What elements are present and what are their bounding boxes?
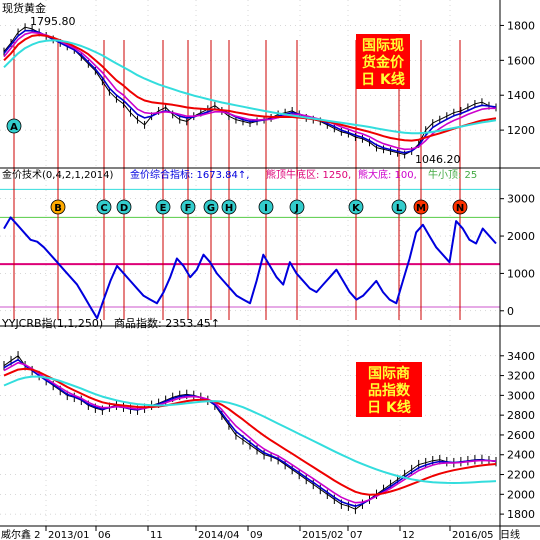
levels-layer (0, 188, 500, 308)
marker-label-i: I (264, 203, 268, 214)
marker-label-c: C (100, 203, 107, 214)
commodity-badge-line: 国际商 (368, 365, 410, 382)
marker-j (289, 199, 305, 215)
marker-a (6, 118, 22, 134)
marker-label-b: B (54, 203, 62, 214)
x-tick-label: 2013/01 (48, 530, 90, 540)
gold-series-0 (3, 26, 497, 155)
commodity-y-tick-label: 2600 (507, 429, 535, 442)
marker-f (180, 199, 196, 215)
gold-title: 现货黄金 (2, 1, 46, 15)
gold-badge-line: 货金价 (361, 54, 405, 71)
tech-legend-item: 熊顶牛底区: 1250, (266, 168, 351, 181)
commodity-y-tick-label: 3000 (507, 389, 535, 402)
marker-h (221, 199, 237, 215)
gold-series-4 (3, 39, 497, 135)
commodity-y-tick-label: 2800 (507, 409, 535, 422)
tech-legend-item: 金价综合指标: 1673.84↑, (130, 168, 249, 181)
commodity-title: YYJCRB指(1,1,250) (1, 316, 103, 330)
x-tick-label: 2015/02 (302, 530, 344, 540)
marker-b (50, 199, 66, 215)
gold-series-1 (3, 29, 497, 154)
gold-y-tick-label: 1600 (507, 54, 535, 67)
marker-label-k: K (352, 203, 361, 214)
grid-layer (0, 0, 500, 526)
tech-title: 金价技术(0,4,2,1,2014) (2, 168, 114, 181)
marker-c (96, 199, 112, 215)
tech-y-tick-label: 0 (507, 305, 514, 318)
commodity-series-1 (3, 358, 497, 508)
x-tick-label: 06 (98, 530, 111, 540)
commodity-series-2 (3, 361, 497, 504)
commodity-y-tick-label: 3200 (507, 370, 535, 383)
tech-series-0 (3, 216, 497, 320)
marker-label-e: E (160, 203, 167, 214)
x-tick-label: 11 (150, 530, 163, 540)
x-tick-label: 2016/05 (452, 530, 494, 540)
commodity-badge (356, 362, 422, 417)
marker-label-d: D (120, 203, 128, 214)
x-tick-label: 07 (350, 530, 363, 540)
marker-label-n: N (456, 203, 464, 214)
marker-label-h: H (225, 203, 233, 214)
commodity-legend: 商品指数: 2353.45↑ (114, 316, 220, 330)
tech-legend-item: 熊大底: 100, (358, 168, 417, 181)
gold-series-2 (3, 31, 496, 151)
gold-low-label: 1046.20 (415, 153, 461, 166)
commodity-series-3 (3, 367, 497, 496)
gold-series-3 (3, 34, 497, 142)
gold-y-tick-label: 1200 (507, 124, 535, 137)
commodity-series-0 (3, 355, 497, 510)
commodity-series-4 (3, 375, 497, 484)
x-tick-label: 日线 (500, 528, 520, 540)
tech-y-tick-label: 2000 (507, 230, 535, 243)
gold-badge (356, 34, 410, 89)
marker-label-g: G (207, 203, 215, 214)
commodity-y-tick-label: 1800 (507, 508, 535, 521)
marker-n (452, 199, 468, 215)
marker-label-l: L (396, 203, 403, 214)
marker-k (348, 199, 364, 215)
gold-badge-line: 国际现 (362, 38, 404, 54)
markers-layer: A B C D E F G H I J K L M N (6, 118, 468, 215)
commodity-y-tick-label: 2000 (507, 488, 535, 501)
commodity-y-tick-label: 2200 (507, 469, 535, 482)
series-layer (3, 23, 497, 514)
marker-label-j: J (294, 203, 299, 214)
marker-label-f: F (185, 203, 192, 214)
marker-d (116, 199, 132, 215)
tech-y-tick-label: 1000 (507, 267, 535, 280)
commodity-y-tick-label: 2400 (507, 449, 535, 462)
marker-m (413, 199, 429, 215)
marker-label-m: M (416, 203, 426, 214)
x-tick-label: 威尔鑫 2 (1, 528, 41, 540)
marker-e (155, 199, 171, 215)
marker-label-a: A (10, 122, 18, 133)
marker-g (203, 199, 219, 215)
x-tick-label: 2014/04 (198, 530, 240, 540)
x-tick-label: 12 (402, 530, 415, 540)
gold-badge-line: 日 K线 (361, 71, 405, 88)
marker-l (391, 199, 407, 215)
gold-high-label: 1795.80 (30, 15, 76, 28)
x-tick-label: 09 (250, 530, 263, 540)
commodity-badge-line: 品指数 (368, 382, 411, 399)
commodity-badge-line: 日 K线 (367, 399, 411, 416)
tech-legend-item: 牛小顶: 25 (428, 168, 477, 181)
commodity-y-tick-label: 3400 (507, 350, 535, 363)
gold-y-tick-label: 1400 (507, 89, 535, 102)
gold-y-tick-label: 1800 (507, 19, 535, 32)
tech-y-tick-label: 3000 (507, 193, 535, 206)
marker-i (258, 199, 274, 215)
